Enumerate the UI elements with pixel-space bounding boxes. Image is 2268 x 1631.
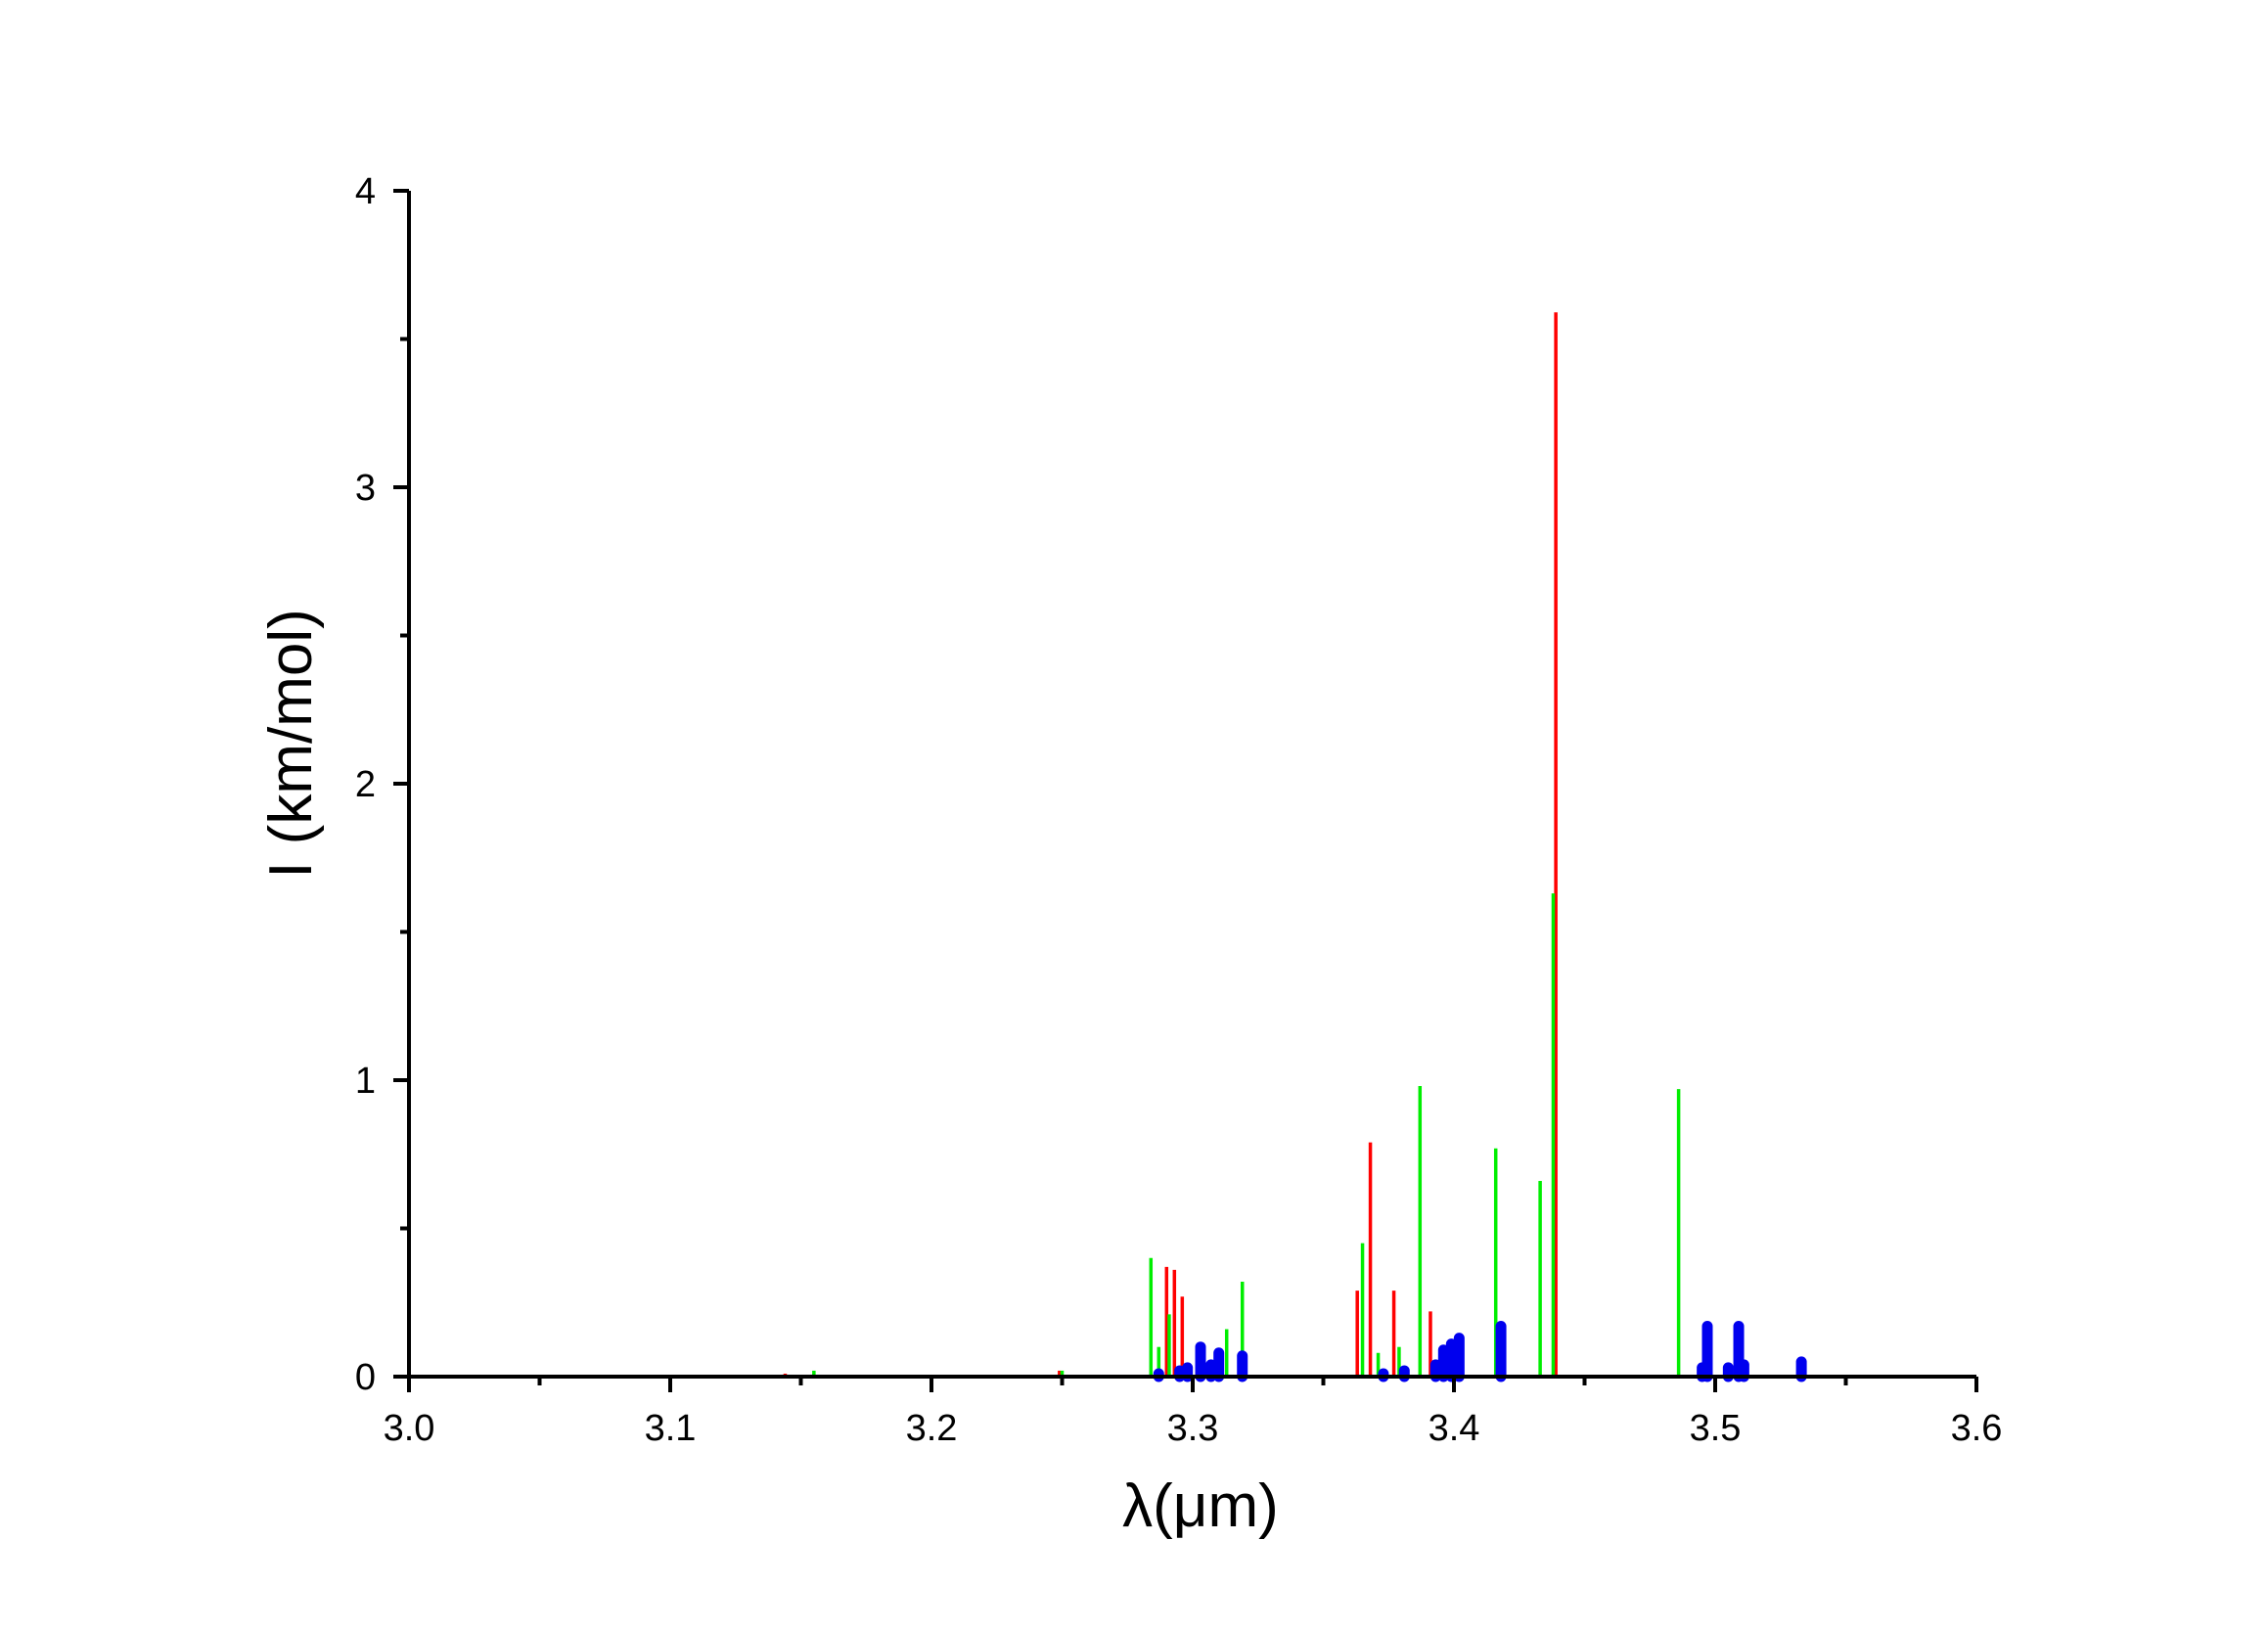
axes <box>407 191 1976 1379</box>
x-tick-label: 3.2 <box>906 1408 958 1449</box>
x-tick-label: 3.0 <box>384 1408 435 1449</box>
y-tick-labels: 0 1 2 3 4 <box>355 171 376 1398</box>
x-tick-labels: 3.0 3.1 3.2 3.3 3.4 3.5 3.6 <box>384 1408 2003 1449</box>
y-axis-title: I (km/mol) <box>257 609 325 879</box>
x-tick-label: 3.1 <box>645 1408 697 1449</box>
y-tick-label: 2 <box>355 764 376 805</box>
x-ticks <box>407 1377 1978 1392</box>
x-tick-label: 3.3 <box>1167 1408 1219 1449</box>
x-tick-label: 3.4 <box>1429 1408 1480 1449</box>
x-tick-label: 3.6 <box>1951 1408 2003 1449</box>
y-ticks <box>393 189 409 1379</box>
y-tick-label: 4 <box>355 171 376 212</box>
x-axis-title: λ(μm) <box>1122 1472 1279 1540</box>
x-tick-label: 3.5 <box>1690 1408 1742 1449</box>
y-tick-label: 1 <box>355 1061 376 1102</box>
y-tick-label: 0 <box>355 1357 376 1398</box>
y-tick-label: 3 <box>355 468 376 509</box>
stick-bars <box>783 312 1807 1382</box>
